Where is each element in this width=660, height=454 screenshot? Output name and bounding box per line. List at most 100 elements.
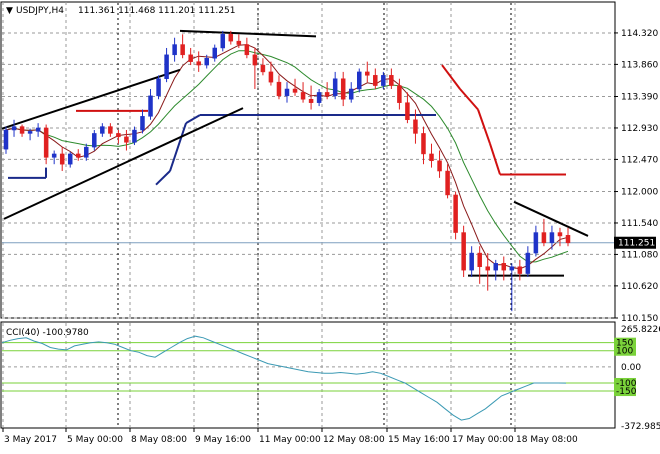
candle-up [92,133,97,148]
candle-down [43,127,49,158]
candle-up [525,252,531,274]
price-y-tick-label: 114.320 [621,29,658,39]
candle-down [116,133,121,138]
candle-down [397,85,402,103]
candle-up [284,88,290,97]
price-header-symbol: USDJPY,H4 [16,6,64,16]
candle-down [541,232,547,244]
candle-down [461,232,466,271]
candle-down [252,54,258,66]
x-tick-label: 15 May 16:00 [388,435,450,445]
candle-up [100,126,105,134]
candle-up [67,153,73,165]
candle-down [76,153,81,158]
candle-up [493,263,498,271]
candle-up [220,34,226,49]
x-tick-label: 18 May 08:00 [516,435,578,445]
candle-up [549,232,555,244]
cci-level-box [614,386,636,397]
cci-line [1,335,567,421]
candle-up [172,44,177,56]
cci-level-box [614,345,636,356]
price-y-tick-label: 112.930 [621,124,658,134]
candle-down [236,40,242,45]
candle-up [381,75,386,86]
candle-down [244,44,250,56]
x-tick-label: 9 May 16:00 [195,435,251,445]
support-step [155,170,171,186]
candle-down [373,75,378,86]
resistance-step [477,109,491,145]
cci-header-label: CCI(40) -100.9780 [6,328,89,338]
candle-down [268,71,274,83]
x-tick-label: 11 May 00:00 [259,435,321,445]
candle-down [485,266,490,271]
candle-up [11,126,17,131]
candle-up [357,71,362,90]
candle-down [565,235,571,244]
cci-level-box [614,377,636,388]
candle-up [212,47,217,59]
candle-down [300,92,306,100]
resistance-step [459,88,479,111]
candle-down [19,126,25,134]
ma-fast-line [5,44,569,270]
candle-up [3,129,9,150]
candle-down [196,61,201,66]
candle-down [276,81,282,97]
candle-down [188,54,193,62]
upper-channel-trendline [1,68,181,130]
cci-level-label: -150 [616,387,637,397]
price-header-arrow: ▼ [6,6,13,16]
candle-down [389,75,394,86]
candle-down [324,92,330,97]
price-y-tick-label: 112.000 [621,188,658,198]
candle-down [340,78,346,100]
price-y-tick-label: 110.150 [621,314,658,324]
x-tick-label: 17 May 00:00 [452,435,514,445]
candle-up [348,88,354,100]
candle-up [332,78,338,97]
cci-level-label: 100 [616,347,633,357]
candle-down [59,153,65,165]
price-header-ohlc: 111.361 111.468 111.201 111.251 [78,6,235,16]
price-y-tick-label: 113.860 [621,60,658,70]
cci-y-tick-label: 0.00 [621,363,641,373]
candle-up [533,232,539,254]
candle-down [453,194,458,233]
candle-up [316,92,322,103]
x-tick-label: 12 May 08:00 [323,435,385,445]
candle-up [204,57,209,66]
candle-down [477,252,482,267]
candle-down [437,160,442,172]
candle-down [421,133,426,155]
grid-layer [2,2,614,427]
candle-up [509,266,515,271]
x-tick-label: 3 May 2017 [4,435,57,445]
price-y-tick-label: 111.080 [621,250,658,260]
candle-up [27,131,33,134]
cci-y-tick-label: -372.9858 [621,422,660,432]
cci-y-tick-label: 265.8226 [621,325,660,335]
price-y-tick-label: 111.540 [621,219,658,229]
candle-up [84,146,89,158]
current-price-label: 111.251 [618,239,655,249]
resistance-step [441,64,461,90]
candle-up [164,54,169,79]
price-y-tick-label: 113.390 [621,93,658,103]
candle-up [132,129,137,143]
candle-down [365,71,370,76]
candle-down [413,119,418,134]
x-tick-label: 5 May 00:00 [67,435,123,445]
candle-down [557,232,563,237]
candle-up [35,127,41,132]
descending-trendline [513,200,589,237]
price-y-tick-label: 110.620 [621,282,658,292]
candle-up [51,153,57,158]
top-resistance-trendline [179,29,317,38]
support-step [185,114,201,125]
candle-down [445,170,450,196]
candle-down [429,153,434,162]
candle-up [469,252,474,271]
